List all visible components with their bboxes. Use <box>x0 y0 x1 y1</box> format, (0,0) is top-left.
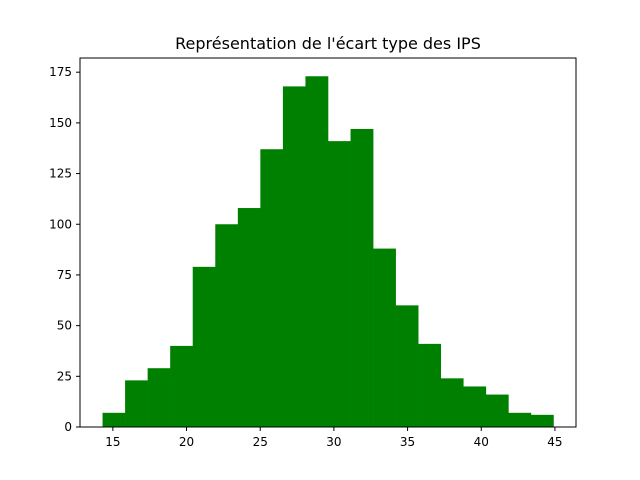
y-tick-label: 25 <box>57 369 72 383</box>
histogram-bar <box>215 224 239 427</box>
histogram-bar <box>125 380 148 427</box>
histogram-bar <box>170 345 194 427</box>
histogram-bar <box>508 412 532 427</box>
histogram-bar <box>237 208 261 427</box>
y-tick-label: 75 <box>57 268 72 282</box>
histogram-bar <box>328 141 351 427</box>
x-tick-label: 40 <box>474 435 489 449</box>
x-tick-label: 30 <box>326 435 341 449</box>
histogram-bar <box>395 305 419 427</box>
histogram-bar <box>102 412 126 427</box>
x-tick-label: 15 <box>105 435 120 449</box>
plot-frame <box>79 57 577 428</box>
histogram-bar <box>463 386 487 427</box>
histogram-bar <box>418 343 442 427</box>
x-tick-label: 20 <box>179 435 194 449</box>
x-tick-label: 45 <box>547 435 562 449</box>
bars-group <box>102 76 554 427</box>
y-tick-label: 50 <box>57 319 72 333</box>
y-tick-label: 175 <box>49 65 72 79</box>
y-tick-label: 100 <box>49 217 72 231</box>
y-axis: 0 25 50 75 100 125 150 175 <box>49 65 80 434</box>
histogram-bar <box>282 86 306 427</box>
histogram-bar <box>485 394 509 427</box>
x-tick-label: 35 <box>400 435 415 449</box>
histogram-bar <box>373 248 396 427</box>
y-tick-label: 150 <box>49 116 72 130</box>
chart-title: Représentation de l'écart type des IPS <box>175 34 481 53</box>
y-tick-label: 125 <box>49 167 72 181</box>
histogram-bar <box>440 378 464 427</box>
histogram-bar <box>147 368 171 427</box>
x-tick-label: 25 <box>253 435 268 449</box>
histogram-bar <box>192 266 216 427</box>
histogram-bar <box>260 149 284 427</box>
histogram-bar <box>305 76 329 427</box>
y-tick-label: 0 <box>64 420 72 434</box>
histogram-bar <box>350 128 374 427</box>
x-axis: 15 20 25 30 35 40 45 <box>105 427 563 449</box>
histogram-bar <box>530 414 554 427</box>
